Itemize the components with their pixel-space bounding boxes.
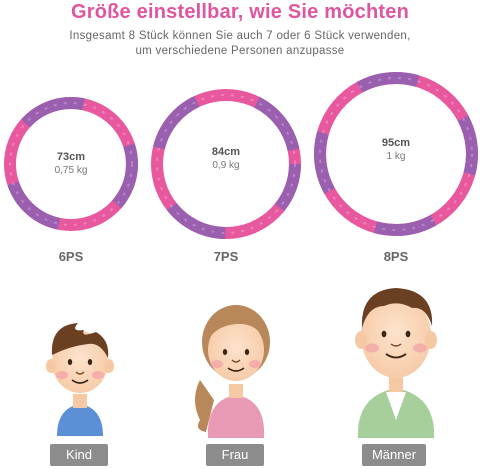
- page-title: Größe einstellbar, wie Sie möchten: [70, 1, 409, 23]
- subtitle-line-1: Insgesamt 8 Stück können Sie auch 7 oder…: [69, 30, 411, 42]
- hoop-8ps-size: 95cm: [381, 137, 411, 149]
- subtitle-line-2: um verschiedene Personen anzupasse: [135, 45, 345, 57]
- hoop-7ps-pieces: 7PS: [213, 249, 239, 264]
- hoop-6ps-weight: 0,75 kg: [54, 165, 88, 176]
- hoop-7ps-weight: 0,9 kg: [212, 160, 240, 171]
- woman-illustration: [195, 305, 270, 438]
- hoop-7ps: [151, 89, 301, 239]
- hoop-8ps-pieces: 8PS: [383, 249, 409, 264]
- maenner-badge: Männer: [362, 444, 426, 466]
- hoop-7ps-size: 84cm: [211, 146, 241, 158]
- subtitle: Insgesamt 8 Stück können Sie auch 7 oder…: [0, 29, 480, 59]
- frau-badge: Frau: [206, 444, 264, 466]
- hoop-7ps-label: 84cm 0,9 kg: [196, 146, 256, 171]
- hoop-6ps-label: 73cm 0,75 kg: [41, 151, 101, 176]
- kind-badge: Kind: [50, 444, 108, 466]
- hoop-6ps-pieces: 6PS: [58, 249, 84, 264]
- hoop-8ps-weight: 1 kg: [386, 151, 406, 162]
- man-illustration: [355, 288, 437, 438]
- child-illustration: [46, 323, 114, 436]
- hoop-8ps: [314, 72, 478, 236]
- hoop-8ps-label: 95cm 1 kg: [366, 137, 426, 162]
- hoop-6ps-size: 73cm: [56, 151, 86, 163]
- hoop-6ps: [4, 97, 138, 231]
